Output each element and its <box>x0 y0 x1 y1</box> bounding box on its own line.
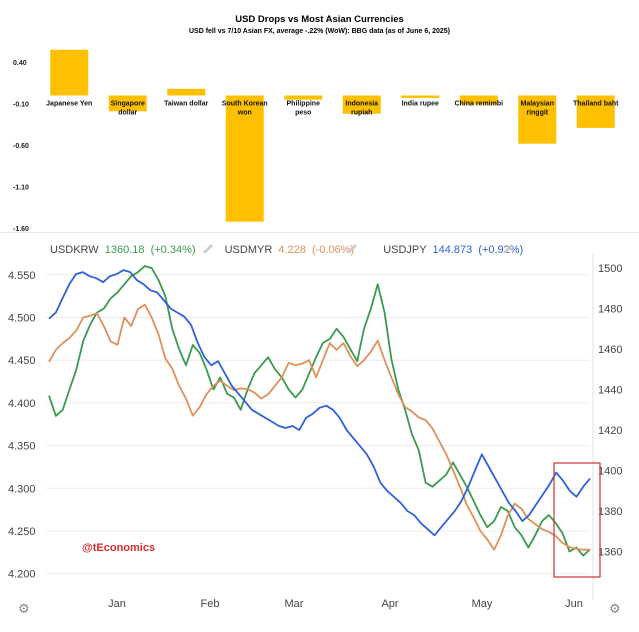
left-axis-tick-label: 4.300 <box>8 483 36 495</box>
bar-malaysian-ringgit <box>518 95 557 144</box>
bar-y-tick-label: 0.40 <box>13 60 27 67</box>
line-usdjpy <box>48 269 591 537</box>
line-usdkrw <box>48 265 591 557</box>
bar-category-label: India rupee <box>402 100 439 107</box>
highlight-box <box>553 462 601 578</box>
edit-usdmyr-icon[interactable] <box>347 244 357 253</box>
bar-thailand-baht <box>576 95 615 128</box>
legend-usdkrw-value: 1360.18 <box>105 244 145 256</box>
edit-usdjpy-icon[interactable] <box>503 244 513 253</box>
x-axis-tick-label: Jan <box>108 598 126 610</box>
legend-usdmyr-value: 4.228 <box>278 244 306 256</box>
edit-usdkrw-icon[interactable] <box>203 244 213 253</box>
bar-philippine-peso <box>284 95 323 100</box>
left-axis-tick-label: 4.200 <box>8 569 36 581</box>
bar-y-tick-label: -1.10 <box>13 184 29 191</box>
svg-text:USDKRW 1360.18: USDKRW 1360.18 (+0.34%) USDMYR 4.228 (-0… <box>50 244 523 256</box>
legend-usdkrw-change: (+0.34%) <box>151 244 196 256</box>
bar-y-tick-label: -1.60 <box>13 226 29 233</box>
bar-category-label: Philippine peso <box>287 100 321 116</box>
left-axis-tick-label: 4.500 <box>8 312 36 324</box>
bar-india-rupee <box>401 95 440 98</box>
bar-china-remimbi <box>459 95 498 105</box>
bar-taiwan-dollar <box>167 88 206 96</box>
bar-y-tick-label: -0.60 <box>13 143 29 150</box>
right-axis-tick-label: 1480 <box>598 304 622 316</box>
bar-y-tick-label: -0.10 <box>13 101 29 108</box>
bar-category-label: Taiwan dollar <box>164 100 208 107</box>
bar-indonesia-rupiah <box>342 95 381 114</box>
left-axis-tick-label: 4.400 <box>8 398 36 410</box>
x-axis-tick-label: Feb <box>201 598 220 610</box>
x-axis-tick-label: Jun <box>565 598 583 610</box>
right-axis-tick-label: 1360 <box>598 547 622 559</box>
bar-category-label: Malaysian ringgit <box>521 100 554 116</box>
bar-category-label: South Korean won <box>222 100 268 116</box>
fx-line-chart-svg: USDKRW 1360.18 (+0.34%) USDMYR 4.228 (-0… <box>8 244 622 617</box>
bar-chart-subtitle: USD fell vs 7/10 Asian FX, average -.22%… <box>189 28 450 35</box>
right-axis-tick-label: 1420 <box>598 425 622 437</box>
chart-legend: USDKRW 1360.18 (+0.34%) USDMYR 4.228 (-0… <box>50 244 523 256</box>
bar-category-label: China remimbi <box>454 100 503 107</box>
asian-fx-bar-chart: USD Drops vs Most Asian Currencies USD f… <box>0 14 639 233</box>
settings-gear-icon-right[interactable]: ⚙ <box>609 602 621 617</box>
legend-usdmyr-name: USDMYR <box>225 244 273 256</box>
bar-category-label: Japanese Yen <box>46 100 92 107</box>
right-axis-tick-label: 1400 <box>598 466 622 478</box>
bar-singapore-dollar <box>108 95 147 112</box>
bar-category-label: Thailand baht <box>573 100 619 107</box>
bar-japanese-yen <box>50 49 89 96</box>
left-axis-tick-label: 4.350 <box>8 441 36 453</box>
right-axis-tick-label: 1380 <box>598 506 622 518</box>
right-axis-tick-label: 1440 <box>598 385 622 397</box>
bar-category-label: Indonesia rupiah <box>345 100 378 116</box>
legend-usdjpy-change: (+0.92%) <box>478 244 523 256</box>
legend-usdmyr-change: (-0.06%) <box>312 244 354 256</box>
x-axis-tick-label: Mar <box>285 598 304 610</box>
settings-gear-icon-left[interactable]: ⚙ <box>18 602 30 617</box>
left-axis-tick-label: 4.250 <box>8 526 36 538</box>
legend-usdjpy-name: USDJPY <box>383 244 427 256</box>
line-usdmyr <box>48 303 590 551</box>
legend-usdjpy-value: 144.873 <box>432 244 472 256</box>
bar-chart-title: USD Drops vs Most Asian Currencies <box>235 14 404 25</box>
left-axis-tick-label: 4.450 <box>8 355 36 367</box>
x-axis-tick-label: May <box>472 598 493 610</box>
fx-line-chart: USDKRW 1360.18 (+0.34%) USDMYR 4.228 (-0… <box>0 236 639 627</box>
legend-usdkrw-name: USDKRW <box>50 244 99 256</box>
right-axis-tick-label: 1460 <box>598 344 622 356</box>
right-axis-tick-label: 1500 <box>598 263 622 275</box>
bar-south-korean-won <box>225 95 264 222</box>
watermark-text: @tEconomics <box>82 542 155 554</box>
bar-category-label: Singapore dollar <box>111 100 145 116</box>
x-axis-tick-label: Apr <box>381 598 398 610</box>
left-axis-tick-label: 4.550 <box>8 270 36 282</box>
